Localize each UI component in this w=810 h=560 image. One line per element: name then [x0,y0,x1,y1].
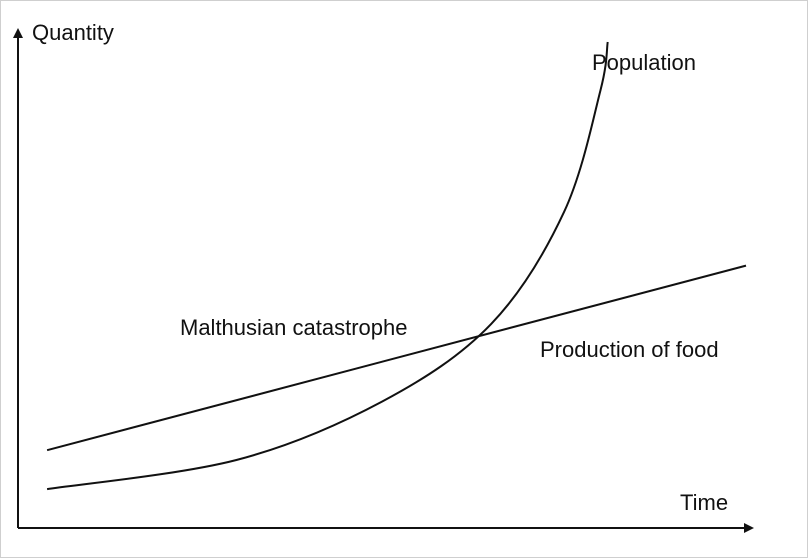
y-axis-label: Quantity [32,20,114,45]
x-axis-label: Time [680,490,728,515]
series-label-population: Population [592,50,696,75]
series-label-food: Production of food [540,337,719,362]
annotation-malthusian-catastrophe: Malthusian catastrophe [180,315,407,340]
series-line-food [46,264,747,452]
series-line-population [46,41,609,491]
